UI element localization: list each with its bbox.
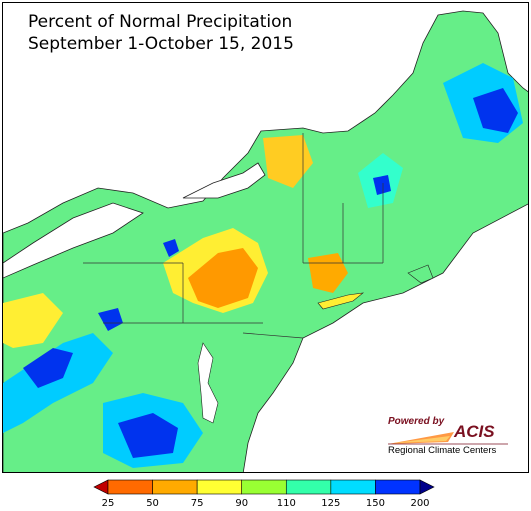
map-title-line1: Percent of Normal Precipitation bbox=[28, 12, 293, 32]
dry-zone-wv bbox=[3, 293, 63, 348]
legend-tick-label: 50 bbox=[146, 498, 159, 509]
rcc-text: Regional Climate Centers bbox=[388, 445, 497, 456]
cape-cod bbox=[407, 264, 434, 284]
legend-tick-label: 90 bbox=[235, 498, 249, 509]
legend-swatch bbox=[375, 479, 421, 495]
legend-tick-label: 125 bbox=[321, 498, 341, 509]
lake-erie bbox=[3, 202, 144, 279]
wet-zone-ohio bbox=[3, 333, 113, 433]
chesapeake-bay bbox=[197, 342, 219, 424]
legend-swatch bbox=[241, 479, 287, 495]
atlantic-ocean bbox=[242, 203, 528, 472]
dry-zone-ny-north bbox=[263, 135, 313, 188]
legend-tick-label: 25 bbox=[101, 498, 115, 509]
wet-spot-3 bbox=[98, 308, 123, 331]
long-island bbox=[317, 292, 365, 310]
legend-swatch bbox=[107, 479, 153, 495]
legend-swatch bbox=[285, 479, 332, 495]
precipitation-map bbox=[2, 2, 529, 473]
legend-swatch bbox=[196, 479, 243, 495]
wet-spot-1 bbox=[163, 239, 179, 257]
map-graphic bbox=[3, 10, 528, 472]
extreme-wet-zone-ohio bbox=[23, 348, 73, 388]
lake-ontario bbox=[182, 162, 266, 199]
legend-swatch bbox=[152, 479, 198, 495]
very-dry-zone-pa bbox=[188, 248, 258, 308]
extreme-wet-zone-virginia bbox=[118, 413, 178, 458]
legend-tick-label: 150 bbox=[365, 498, 385, 509]
wet-spot-2 bbox=[373, 175, 391, 195]
extreme-wet-zone-maine bbox=[473, 88, 518, 133]
legend-tick-label: 75 bbox=[190, 498, 204, 509]
acis-swoosh-icon bbox=[388, 432, 508, 445]
legend-swatch bbox=[330, 479, 376, 495]
state-lines bbox=[83, 133, 384, 339]
legend-arrow-high bbox=[419, 479, 435, 495]
legend-bar bbox=[93, 479, 435, 495]
color-legend bbox=[0, 476, 531, 511]
map-title-line2: September 1-October 15, 2015 bbox=[28, 34, 294, 54]
legend-arrow-low bbox=[93, 479, 109, 495]
legend-tick-label: 110 bbox=[276, 498, 296, 509]
acis-logo: Powered by ACIS Regional Climate Centers bbox=[384, 414, 512, 458]
legend-tick-label: 200 bbox=[410, 498, 430, 509]
powered-by-text: Powered by bbox=[388, 416, 445, 427]
acis-text: ACIS bbox=[454, 422, 495, 441]
